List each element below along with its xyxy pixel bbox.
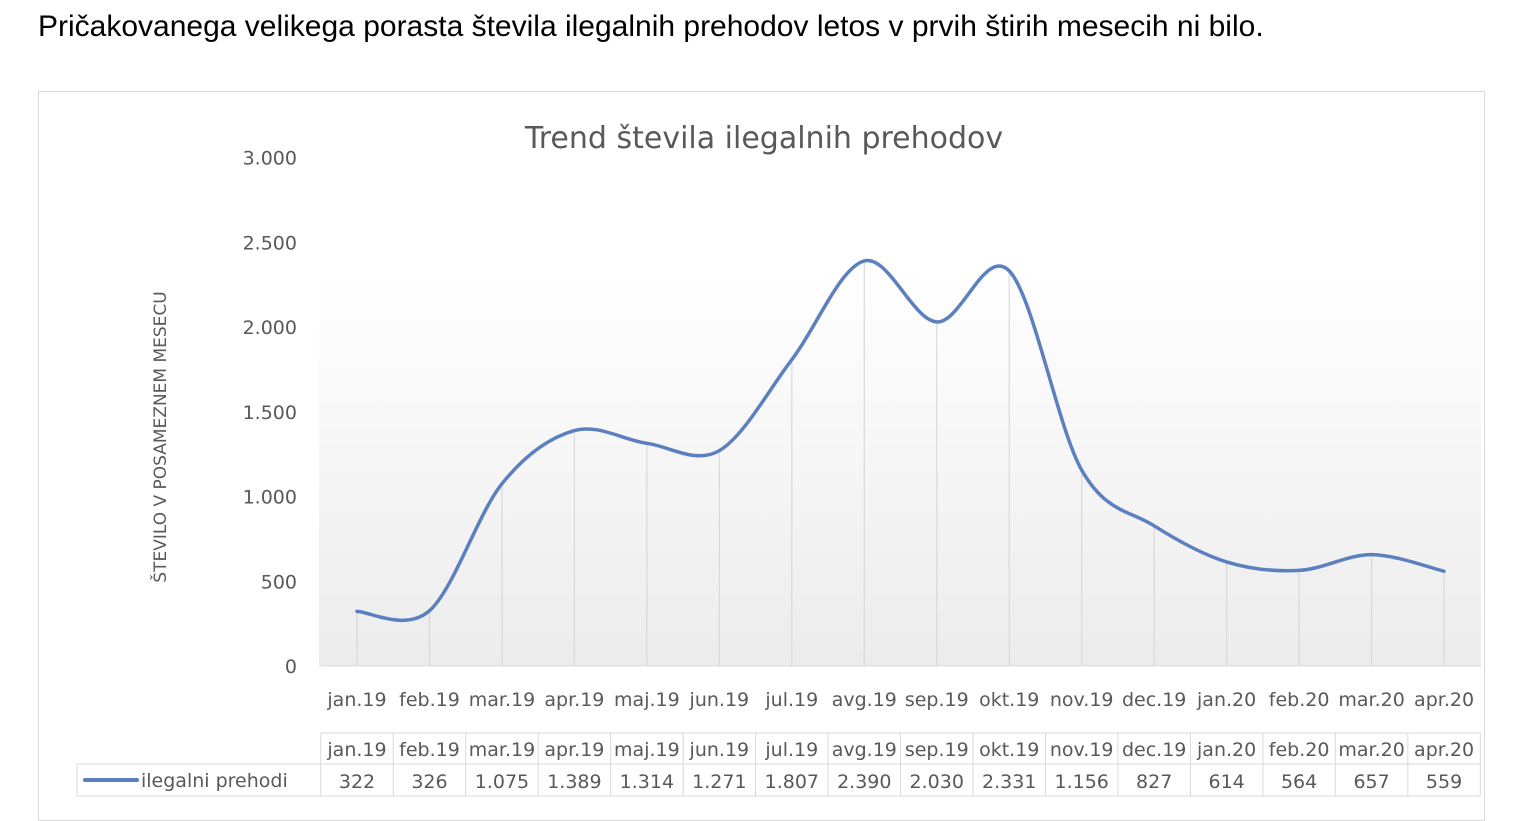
- series-line-ilegalni-prehodi: [355, 259, 1446, 622]
- table-value-cell: 564: [1281, 771, 1317, 793]
- y-tick-label: 1.500: [243, 402, 297, 424]
- table-value-cell: 1.075: [475, 771, 529, 793]
- table-header-cell: feb.20: [1269, 739, 1330, 761]
- table-header-cell: maj.19: [614, 739, 680, 761]
- plot-background: [319, 270, 1481, 666]
- x-tick-label: maj.19: [614, 689, 680, 711]
- table-header-cell: jun.19: [689, 739, 750, 761]
- x-tick-label: jun.19: [689, 689, 750, 711]
- x-tick-label: sep.19: [905, 689, 969, 711]
- chart-title: Trend števila ilegalnih prehodov: [524, 121, 1003, 156]
- y-tick-label: 0: [285, 656, 297, 678]
- x-tick-label: dec.19: [1122, 689, 1186, 711]
- table-value-cell: 559: [1426, 771, 1462, 793]
- headline: Pričakovanega velikega porasta števila i…: [38, 10, 1264, 43]
- x-tick-label: feb.20: [1269, 689, 1330, 711]
- table-header-cell: okt.19: [979, 739, 1039, 761]
- y-tick-label: 1.000: [243, 487, 297, 509]
- table-value-cell: 1.156: [1054, 771, 1108, 793]
- table-header-cell: nov.19: [1050, 739, 1114, 761]
- table-value-cell: 1.807: [765, 771, 819, 793]
- y-axis-label: ŠTEVILO V POSAMEZNEM MESECU: [149, 291, 171, 582]
- table-value-cell: 2.030: [910, 771, 964, 793]
- table-value-cell: 657: [1353, 771, 1389, 793]
- x-tick-label: apr.20: [1414, 689, 1474, 711]
- table-header-cell: jan.20: [1196, 739, 1256, 761]
- table-header-cell: dec.19: [1122, 739, 1186, 761]
- y-tick-label: 3.000: [243, 148, 297, 170]
- table-value-cell: 2.390: [837, 771, 891, 793]
- x-tick-label: apr.19: [544, 689, 604, 711]
- table-header-cell: avg.19: [832, 739, 897, 761]
- x-tick-label: jan.20: [1196, 689, 1256, 711]
- table-header-cell: apr.20: [1414, 739, 1474, 761]
- x-tick-label: nov.19: [1050, 689, 1114, 711]
- x-tick-label: mar.20: [1338, 689, 1404, 711]
- chart-frame: Trend števila ilegalnih prehodov ŠTEVILO…: [38, 91, 1485, 821]
- table-header-cell: feb.19: [399, 739, 460, 761]
- x-tick-label: jan.19: [326, 689, 386, 711]
- y-tick-label: 2.000: [243, 317, 297, 339]
- table-header-cell: jan.19: [326, 739, 386, 761]
- table-header-cell: mar.19: [469, 739, 535, 761]
- table-value-cell: 614: [1209, 771, 1245, 793]
- table-value-cell: 322: [339, 771, 375, 793]
- table-value-cell: 827: [1136, 771, 1172, 793]
- x-tick-label: jul.19: [764, 689, 818, 711]
- x-tick-label: avg.19: [832, 689, 897, 711]
- table-value-cell: 2.331: [982, 771, 1036, 793]
- chart-svg: Trend števila ilegalnih prehodov ŠTEVILO…: [76, 121, 1481, 797]
- table-header-cell: mar.20: [1338, 739, 1404, 761]
- table-value-cell: 1.271: [692, 771, 746, 793]
- table-value-cell: 1.314: [620, 771, 674, 793]
- x-tick-label: mar.19: [469, 689, 535, 711]
- table-header-cell: sep.19: [905, 739, 969, 761]
- y-tick-label: 2.500: [243, 232, 297, 254]
- legend-series-name: ilegalni prehodi: [141, 770, 288, 792]
- table-header-cell: apr.19: [544, 739, 604, 761]
- y-tick-label: 500: [261, 571, 297, 593]
- table-value-cell: 326: [411, 771, 447, 793]
- x-tick-label: okt.19: [979, 689, 1039, 711]
- table-header-cell: jul.19: [764, 739, 818, 761]
- table-value-cell: 1.389: [547, 771, 601, 793]
- x-tick-label: feb.19: [399, 689, 460, 711]
